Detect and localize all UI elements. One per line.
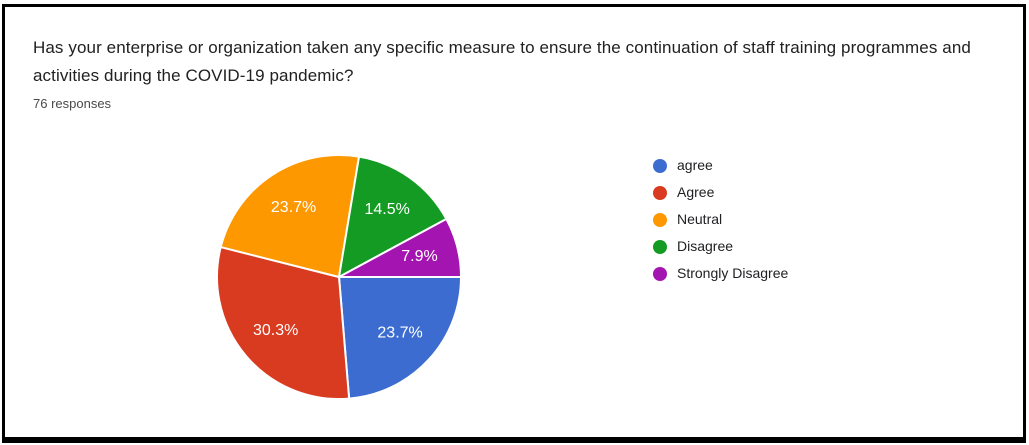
legend-item-agree: Agree [653,179,788,206]
legend-item-strongly-disagree: Strongly Disagree [653,260,788,287]
legend-label: Strongly Disagree [677,265,789,281]
pie-slice-neutral[interactable] [219,154,361,278]
legend-label: Disagree [677,238,734,254]
pie-slice-percent-label: 30.3% [253,322,298,339]
legend-swatch-icon [653,212,667,227]
responses-count: 76 responses [33,96,112,111]
legend-swatch-icon [653,158,667,173]
question-title: Has your enterprise or organization take… [33,38,971,85]
pie-slice-agree[interactable] [216,246,351,400]
pie-slice-percent-label: 7.9% [401,248,437,265]
legend-item-agree: agree [653,152,788,179]
pie-slice-disagree[interactable] [338,155,448,278]
pie-slice-percent-label: 23.7% [377,325,422,342]
legend-item-disagree: Disagree [653,233,788,260]
pie-slice-strongly-disagree[interactable] [338,217,462,278]
pie-slice-percent-label: 23.7% [271,199,316,216]
legend-item-neutral: Neutral [653,206,788,233]
legend-swatch-icon [653,185,667,200]
legend-label: agree [677,157,713,173]
pie-slice-percent-label: 14.5% [365,201,410,218]
pie-chart: 23.7% 30.3% 23.7% 14.5% 7.9% [216,154,462,400]
legend-label: Neutral [677,211,723,227]
chart-legend: agree Agree Neutral Disagree Strongly Disagr… [653,152,788,287]
legend-label: Agree [677,184,715,200]
pie-slice-agree[interactable] [338,276,462,400]
legend-swatch-icon [653,266,667,281]
legend-swatch-icon [653,239,667,254]
